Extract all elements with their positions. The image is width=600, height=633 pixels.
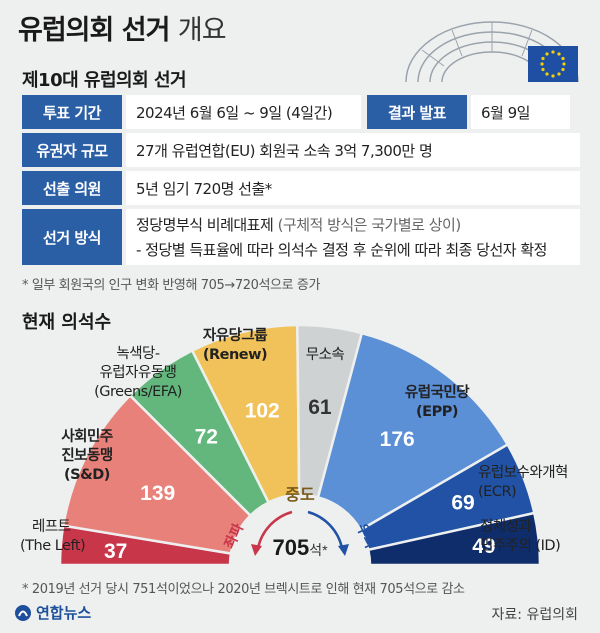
seat-value-label-7: 49 (472, 535, 495, 558)
footnote-seats: * 일부 회원국의 인구 변화 반영해 705→720석으로 증가 (22, 278, 321, 293)
party-label-epp-en: (EPP) (416, 404, 458, 420)
party-label-renew-ko: 자유당그룹 (202, 328, 268, 344)
seat-value-label-5: 176 (380, 428, 415, 451)
parliament-hemicycle-graphic (405, 21, 579, 83)
page-title: 유럽의회 선거 개요 (18, 8, 227, 47)
center-label: 중도 (285, 486, 315, 504)
info-row-electorate: 유권자 규모 27개 유럽연합(EU) 회원국 소속 3억 7,300만 명 (22, 133, 580, 167)
seat-segment-7 (366, 511, 542, 567)
vote-period-value: 2024년 6월 6일 ~ 9일 (4일간) (126, 95, 361, 129)
party-label-epp: 유럽국민당 (EPP) (382, 384, 492, 422)
title-sub: 개요 (177, 15, 227, 46)
method-line1: 정당명부식 비례대표제 (구체적 방식은 국가별로 상이) (136, 214, 461, 235)
party-label-greens-ko1: 녹색당- (116, 346, 160, 362)
footnote-brexit: * 2019년 선거 당시 751석이었으나 2020년 브렉시트로 인해 현재… (22, 582, 465, 597)
total-seats-number: 705 (272, 535, 309, 560)
vote-period-label: 투표 기간 (22, 95, 122, 129)
seat-value-label-4: 61 (308, 396, 332, 419)
seat-value-label-6: 69 (451, 491, 474, 514)
method-value: 정당명부식 비례대표제 (구체적 방식은 국가별로 상이) - 정당별 득표율에… (126, 209, 580, 265)
party-label-sd-en: (S&D) (64, 467, 110, 483)
party-label-sd-ko1: 사회민주 (61, 429, 113, 445)
seat-value-label-1: 139 (140, 482, 175, 505)
party-label-ecr-en: (ECR) (478, 484, 517, 500)
result-label: 결과 발표 (367, 95, 467, 129)
party-label-renew: 자유당그룹 (Renew) (180, 327, 290, 365)
seat-segment-1 (61, 393, 253, 555)
method-label: 선거 방식 (22, 209, 122, 265)
party-label-ecr: 유럽보수와개혁 (ECR) (478, 464, 594, 502)
section-title: 제10대 유럽의회 선거 (22, 70, 187, 91)
party-label-independent-ko: 무소속 (305, 347, 345, 363)
right-arrow-icon (307, 510, 349, 556)
party-label-id-ko1: 정체성과 (480, 519, 532, 535)
seats-label: 선출 의원 (22, 171, 122, 205)
party-label-renew-en: (Renew) (202, 347, 268, 363)
yonhap-logo-text: 연합뉴스 (36, 604, 92, 622)
party-label-sd: 사회민주 진보동맹 (S&D) (42, 428, 132, 485)
method-line2: - 정당별 득표율에 따라 의석수 결정 후 순위에 따라 최종 당선자 확정 (136, 241, 547, 259)
left-arrow-icon (251, 510, 293, 556)
title-main: 유럽의회 선거 (18, 15, 170, 46)
info-row-vote-period: 투표 기간 2024년 6월 6일 ~ 9일 (4일간) 결과 발표 6월 9일 (22, 95, 570, 129)
info-row-seats: 선출 의원 5년 임기 720명 선출* (22, 171, 580, 205)
party-label-independent: 무소속 (290, 346, 360, 365)
source-credit: 자료: 유럽의회 (491, 607, 578, 623)
party-label-left-en: (The Left) (20, 538, 86, 554)
method-line1-note: (구체적 방식은 국가별로 상이) (277, 216, 462, 234)
info-row-method: 선거 방식 정당명부식 비례대표제 (구체적 방식은 국가별로 상이) - 정당… (22, 209, 580, 265)
party-label-sd-ko2: 진보동맹 (61, 448, 113, 464)
electorate-label: 유권자 규모 (22, 133, 122, 167)
seats-value: 5년 임기 720명 선출* (126, 171, 580, 205)
chart-section-title: 현재 의석수 (22, 312, 112, 333)
party-label-left-ko: 레프트 (32, 519, 71, 535)
total-seats-suffix: 석* (309, 542, 328, 558)
party-label-id: 정체성과 민주주의 (ID) (480, 518, 592, 556)
party-label-left: 레프트 (The Left) (20, 518, 120, 556)
party-label-greens: 녹색당- 유럽자유동맹 (Greens/EFA) (78, 345, 198, 402)
party-label-greens-ko2: 유럽자유동맹 (99, 365, 177, 381)
party-label-id-ko2: 민주주의 (ID) (480, 538, 561, 554)
method-line1-main: 정당명부식 비례대표제 (136, 216, 274, 234)
seat-segment-5 (316, 331, 510, 532)
seat-value-label-0: 37 (104, 540, 127, 563)
seat-value-label-3: 102 (245, 400, 280, 423)
party-label-greens-en: (Greens/EFA) (94, 384, 182, 400)
party-label-ecr-ko: 유럽보수와개혁 (478, 465, 568, 481)
yonhap-logo-icon (15, 604, 31, 621)
electorate-value: 27개 유럽연합(EU) 회원국 소속 3억 7,300만 명 (126, 133, 580, 167)
yonhap-logo: 연합뉴스 (14, 602, 91, 623)
eu-flag-icon (528, 46, 578, 82)
party-label-epp-ko: 유럽국민당 (404, 385, 470, 401)
result-value: 6월 9일 (471, 95, 570, 129)
total-seats: 705석* (272, 535, 328, 560)
center-disc (231, 496, 369, 565)
seat-value-label-2: 72 (195, 425, 218, 448)
